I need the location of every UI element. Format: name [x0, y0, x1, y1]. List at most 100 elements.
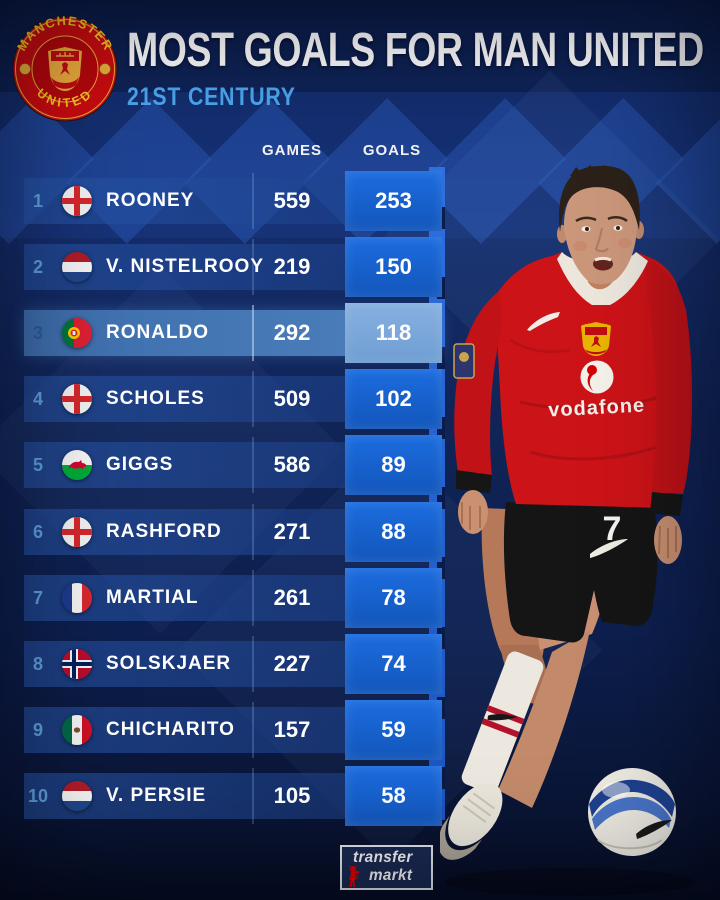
- goals-value-box: 253: [345, 171, 442, 231]
- goals-value-box: 150: [345, 237, 442, 297]
- player-name: V. NISTELROOY: [106, 256, 264, 277]
- rank-label: 5: [32, 455, 43, 475]
- player-name: MARTIAL: [106, 587, 199, 608]
- vodafone-logo: [580, 360, 614, 394]
- country-flag-icon-portugal: [62, 318, 92, 348]
- column-divider: [252, 570, 254, 626]
- table-row: 6 RASHFORD 271 88: [0, 499, 450, 565]
- rank-label: 9: [32, 720, 43, 740]
- player-photo: 7: [440, 165, 695, 896]
- goals-value-box: 102: [345, 369, 442, 429]
- shorts: [503, 502, 658, 643]
- man-united-crest: MANCHESTER UNITED: [12, 16, 118, 122]
- nike-swoosh-icon: [636, 820, 672, 839]
- country-flag-icon-england: [62, 186, 92, 216]
- goals-value: 74: [381, 651, 406, 676]
- player-name: RASHFORD: [106, 521, 222, 542]
- rank-label: 10: [27, 786, 49, 806]
- page-title: MOST GOALS FOR MAN UNITED: [127, 24, 704, 77]
- table-row: 10 V. PERSIE 105 58: [0, 763, 450, 829]
- rank-label: 6: [32, 522, 43, 542]
- country-flag-icon-england: [62, 517, 92, 547]
- player-name: SCHOLES: [106, 388, 205, 409]
- column-divider: [252, 239, 254, 295]
- goals-value-box: 74: [345, 634, 442, 694]
- header: MOST GOALS FOR MAN UNITED 21ST CENTURY: [127, 24, 720, 112]
- brand-line-1: transfer: [353, 849, 413, 866]
- player-name: ROONEY: [106, 190, 195, 211]
- games-value: 261: [273, 585, 311, 610]
- player-name: GIGGS: [106, 454, 174, 475]
- column-divider: [252, 437, 254, 493]
- rank-label: 1: [32, 191, 43, 211]
- column-divider: [252, 636, 254, 692]
- games-value: 157: [273, 717, 311, 742]
- goals-value: 58: [381, 783, 406, 808]
- country-flag-icon-netherlands: [62, 781, 92, 811]
- goals-value: 150: [375, 254, 412, 279]
- column-divider: [252, 173, 254, 229]
- table-row: 1 ROONEY 559 253: [0, 168, 450, 234]
- player-name: CHICHARITO: [106, 719, 235, 740]
- goals-value: 59: [381, 717, 406, 742]
- player-name: SOLSKJAER: [106, 653, 232, 674]
- column-divider: [252, 768, 254, 824]
- rank-label: 2: [32, 257, 43, 277]
- sock: [461, 651, 544, 794]
- player-name: RONALDO: [106, 322, 210, 343]
- column-header-games: GAMES: [261, 142, 322, 159]
- table-row: 7 MARTIAL 261 78: [0, 565, 450, 631]
- boot: [440, 782, 503, 860]
- table-row: 2 V. NISTELROOY 219 150: [0, 234, 450, 300]
- goals-value-box: 78: [345, 568, 442, 628]
- club-crest-on-shirt: [581, 322, 611, 356]
- goals-value: 102: [375, 386, 412, 411]
- games-value: 219: [273, 254, 311, 279]
- country-flag-icon-norway: [62, 649, 92, 679]
- player-name: V. PERSIE: [106, 785, 207, 806]
- games-value: 509: [273, 386, 311, 411]
- goals-value: 78: [381, 585, 406, 610]
- goals-value-box: 89: [345, 435, 442, 495]
- table-row: 3 RONALDO 292 118: [0, 300, 450, 366]
- nike-swoosh-icon: [590, 539, 628, 558]
- games-value: 586: [273, 452, 311, 477]
- country-flag-icon-wales: [62, 450, 92, 480]
- shirt-sponsor-text: vodafone: [548, 394, 646, 421]
- table-row: 5 GIGGS 586 89: [0, 432, 450, 498]
- goals-value: 118: [375, 320, 412, 345]
- goals-value-box: 59: [345, 700, 442, 760]
- country-flag-icon-england: [62, 384, 92, 414]
- transfermarkt-devil-icon: [348, 865, 359, 887]
- brand-line-2: markt: [369, 867, 413, 884]
- table-row: 8 SOLSKJAER 227 74: [0, 631, 450, 697]
- transfermarkt-logo: transfer markt: [340, 845, 433, 890]
- rank-label: 3: [32, 323, 43, 343]
- goals-value-box: 118: [345, 303, 442, 363]
- column-divider: [252, 371, 254, 427]
- rank-label: 7: [32, 588, 43, 608]
- goals-value: 253: [375, 188, 412, 213]
- goals-value: 88: [381, 519, 406, 544]
- country-flag-icon-netherlands: [62, 252, 92, 282]
- table-row: 4 SCHOLES 509 102: [0, 366, 450, 432]
- goals-value-box: 88: [345, 502, 442, 562]
- player-head: [557, 165, 644, 285]
- games-value: 227: [273, 651, 311, 676]
- stripe-notch: [437, 487, 445, 509]
- rank-label: 8: [32, 654, 43, 674]
- column-header-goals: GOALS: [362, 142, 422, 159]
- shirt-number: 7: [603, 510, 622, 548]
- games-value: 292: [273, 320, 311, 345]
- column-divider: [252, 305, 254, 361]
- country-flag-icon-france: [62, 583, 92, 613]
- games-value: 271: [273, 519, 311, 544]
- rank-label: 4: [32, 389, 43, 409]
- games-value: 105: [273, 783, 311, 808]
- table-row: 9 CHICHARITO 157 59: [0, 697, 450, 763]
- country-flag-icon-mexico: [62, 715, 92, 745]
- nike-swoosh-icon: [487, 714, 518, 721]
- column-divider: [252, 504, 254, 560]
- games-value: 559: [273, 188, 311, 213]
